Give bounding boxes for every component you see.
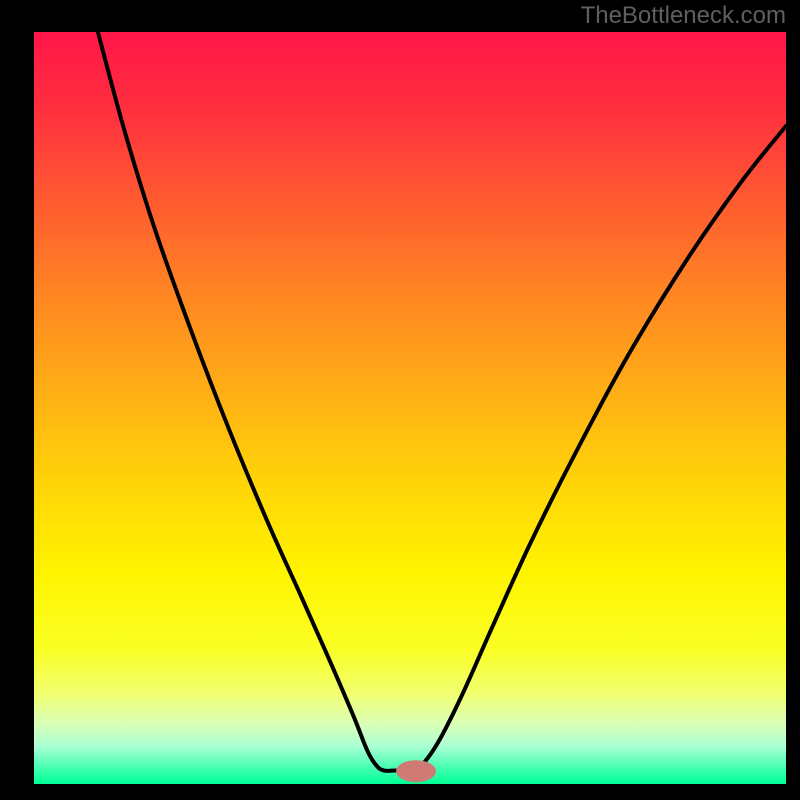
chart-container: TheBottleneck.com <box>0 0 800 800</box>
attribution-text: TheBottleneck.com <box>581 2 786 30</box>
bottleneck-chart <box>0 0 800 800</box>
chart-gradient-bg <box>34 32 786 784</box>
optimal-marker <box>396 760 436 782</box>
